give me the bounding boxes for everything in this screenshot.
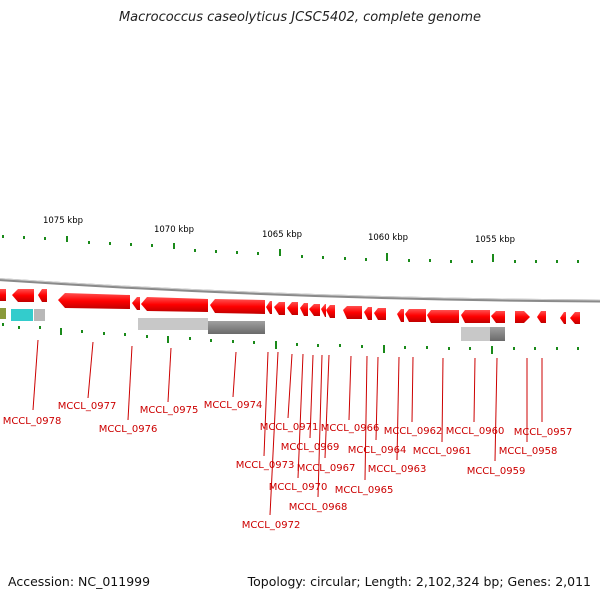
- accession-text: Accession: NC_011999: [8, 574, 151, 589]
- gene-feature[interactable]: [491, 311, 505, 323]
- gene-feature[interactable]: [570, 312, 580, 324]
- gene-feature[interactable]: [405, 309, 426, 322]
- gene-feature[interactable]: [537, 311, 546, 323]
- gene-feature[interactable]: [364, 307, 372, 320]
- gene-label: MCCL_0967: [297, 463, 356, 474]
- gene-label: MCCL_0971: [260, 422, 319, 433]
- rna-feature[interactable]: [0, 308, 6, 319]
- gene-feature[interactable]: [210, 299, 265, 314]
- gene-feature[interactable]: [132, 297, 140, 310]
- gene-feature[interactable]: [374, 308, 386, 320]
- gene-label: MCCL_0978: [3, 416, 62, 427]
- gene-feature[interactable]: [287, 302, 298, 315]
- gene-feature[interactable]: [141, 297, 208, 312]
- gene-features: [0, 289, 580, 324]
- genome-summary-text: Topology: circular; Length: 2,102,324 bp…: [247, 574, 591, 589]
- gene-label: MCCL_0962: [384, 426, 443, 437]
- gene-label: MCCL_0961: [413, 446, 472, 457]
- gene-feature[interactable]: [58, 293, 130, 309]
- gene-label: MCCL_0968: [289, 502, 348, 513]
- rna-feature[interactable]: [11, 309, 33, 321]
- scale-label: 1075 kbp: [43, 216, 83, 226]
- gene-label: MCCL_0958: [499, 446, 558, 457]
- gene-label: MCCL_0959: [467, 466, 526, 477]
- gene-label: MCCL_0965: [335, 485, 394, 496]
- gene-feature[interactable]: [560, 312, 566, 324]
- genome-backbone-highlight: [0, 278, 600, 301]
- gene-feature[interactable]: [309, 304, 320, 316]
- gene-feature[interactable]: [0, 289, 6, 301]
- scale-label: 1060 kbp: [368, 233, 408, 243]
- outer-scale-ticks: [2, 235, 579, 263]
- map-title: Macrococcus caseolyticus JCSC5402, compl…: [118, 10, 482, 25]
- gene-feature[interactable]: [38, 289, 47, 302]
- gene-feature[interactable]: [321, 304, 326, 317]
- misc-feature[interactable]: [34, 309, 45, 321]
- gene-feature[interactable]: [461, 310, 490, 323]
- repeat-region[interactable]: [461, 327, 490, 341]
- gene-label: MCCL_0976: [99, 424, 158, 435]
- gene-label: MCCL_0975: [140, 405, 199, 416]
- genome-backbone: [0, 278, 600, 303]
- gene-label: MCCL_0964: [348, 445, 407, 456]
- other-features: [0, 308, 505, 341]
- label-leader-lines: [32, 339, 543, 516]
- gene-label: MCCL_0957: [514, 427, 573, 438]
- gene-label: MCCL_0974: [204, 400, 263, 411]
- gene-label: MCCL_0960: [446, 426, 505, 437]
- gene-label: MCCL_0966: [321, 423, 380, 434]
- scale-label: 1055 kbp: [475, 235, 515, 245]
- repeat-region[interactable]: [208, 321, 265, 334]
- gene-feature[interactable]: [427, 310, 459, 323]
- scale-label: 1070 kbp: [154, 225, 194, 235]
- gene-label: MCCL_0969: [281, 442, 340, 453]
- gene-feature[interactable]: [515, 311, 530, 323]
- gene-feature[interactable]: [326, 305, 335, 318]
- repeat-region[interactable]: [490, 327, 505, 341]
- gene-feature[interactable]: [343, 306, 362, 319]
- repeat-region[interactable]: [138, 318, 208, 330]
- gene-label: MCCL_0963: [368, 464, 427, 475]
- inner-scale-ticks: [2, 323, 579, 354]
- gene-label: MCCL_0977: [58, 401, 117, 412]
- gene-feature[interactable]: [12, 289, 34, 302]
- gene-feature[interactable]: [397, 309, 404, 322]
- gene-feature[interactable]: [300, 303, 308, 316]
- gene-label: MCCL_0972: [242, 520, 301, 531]
- gene-label: MCCL_0970: [269, 482, 328, 493]
- gene-feature[interactable]: [274, 302, 285, 315]
- gene-feature[interactable]: [266, 301, 272, 314]
- scale-label: 1065 kbp: [262, 230, 302, 240]
- gene-label: MCCL_0973: [236, 460, 295, 471]
